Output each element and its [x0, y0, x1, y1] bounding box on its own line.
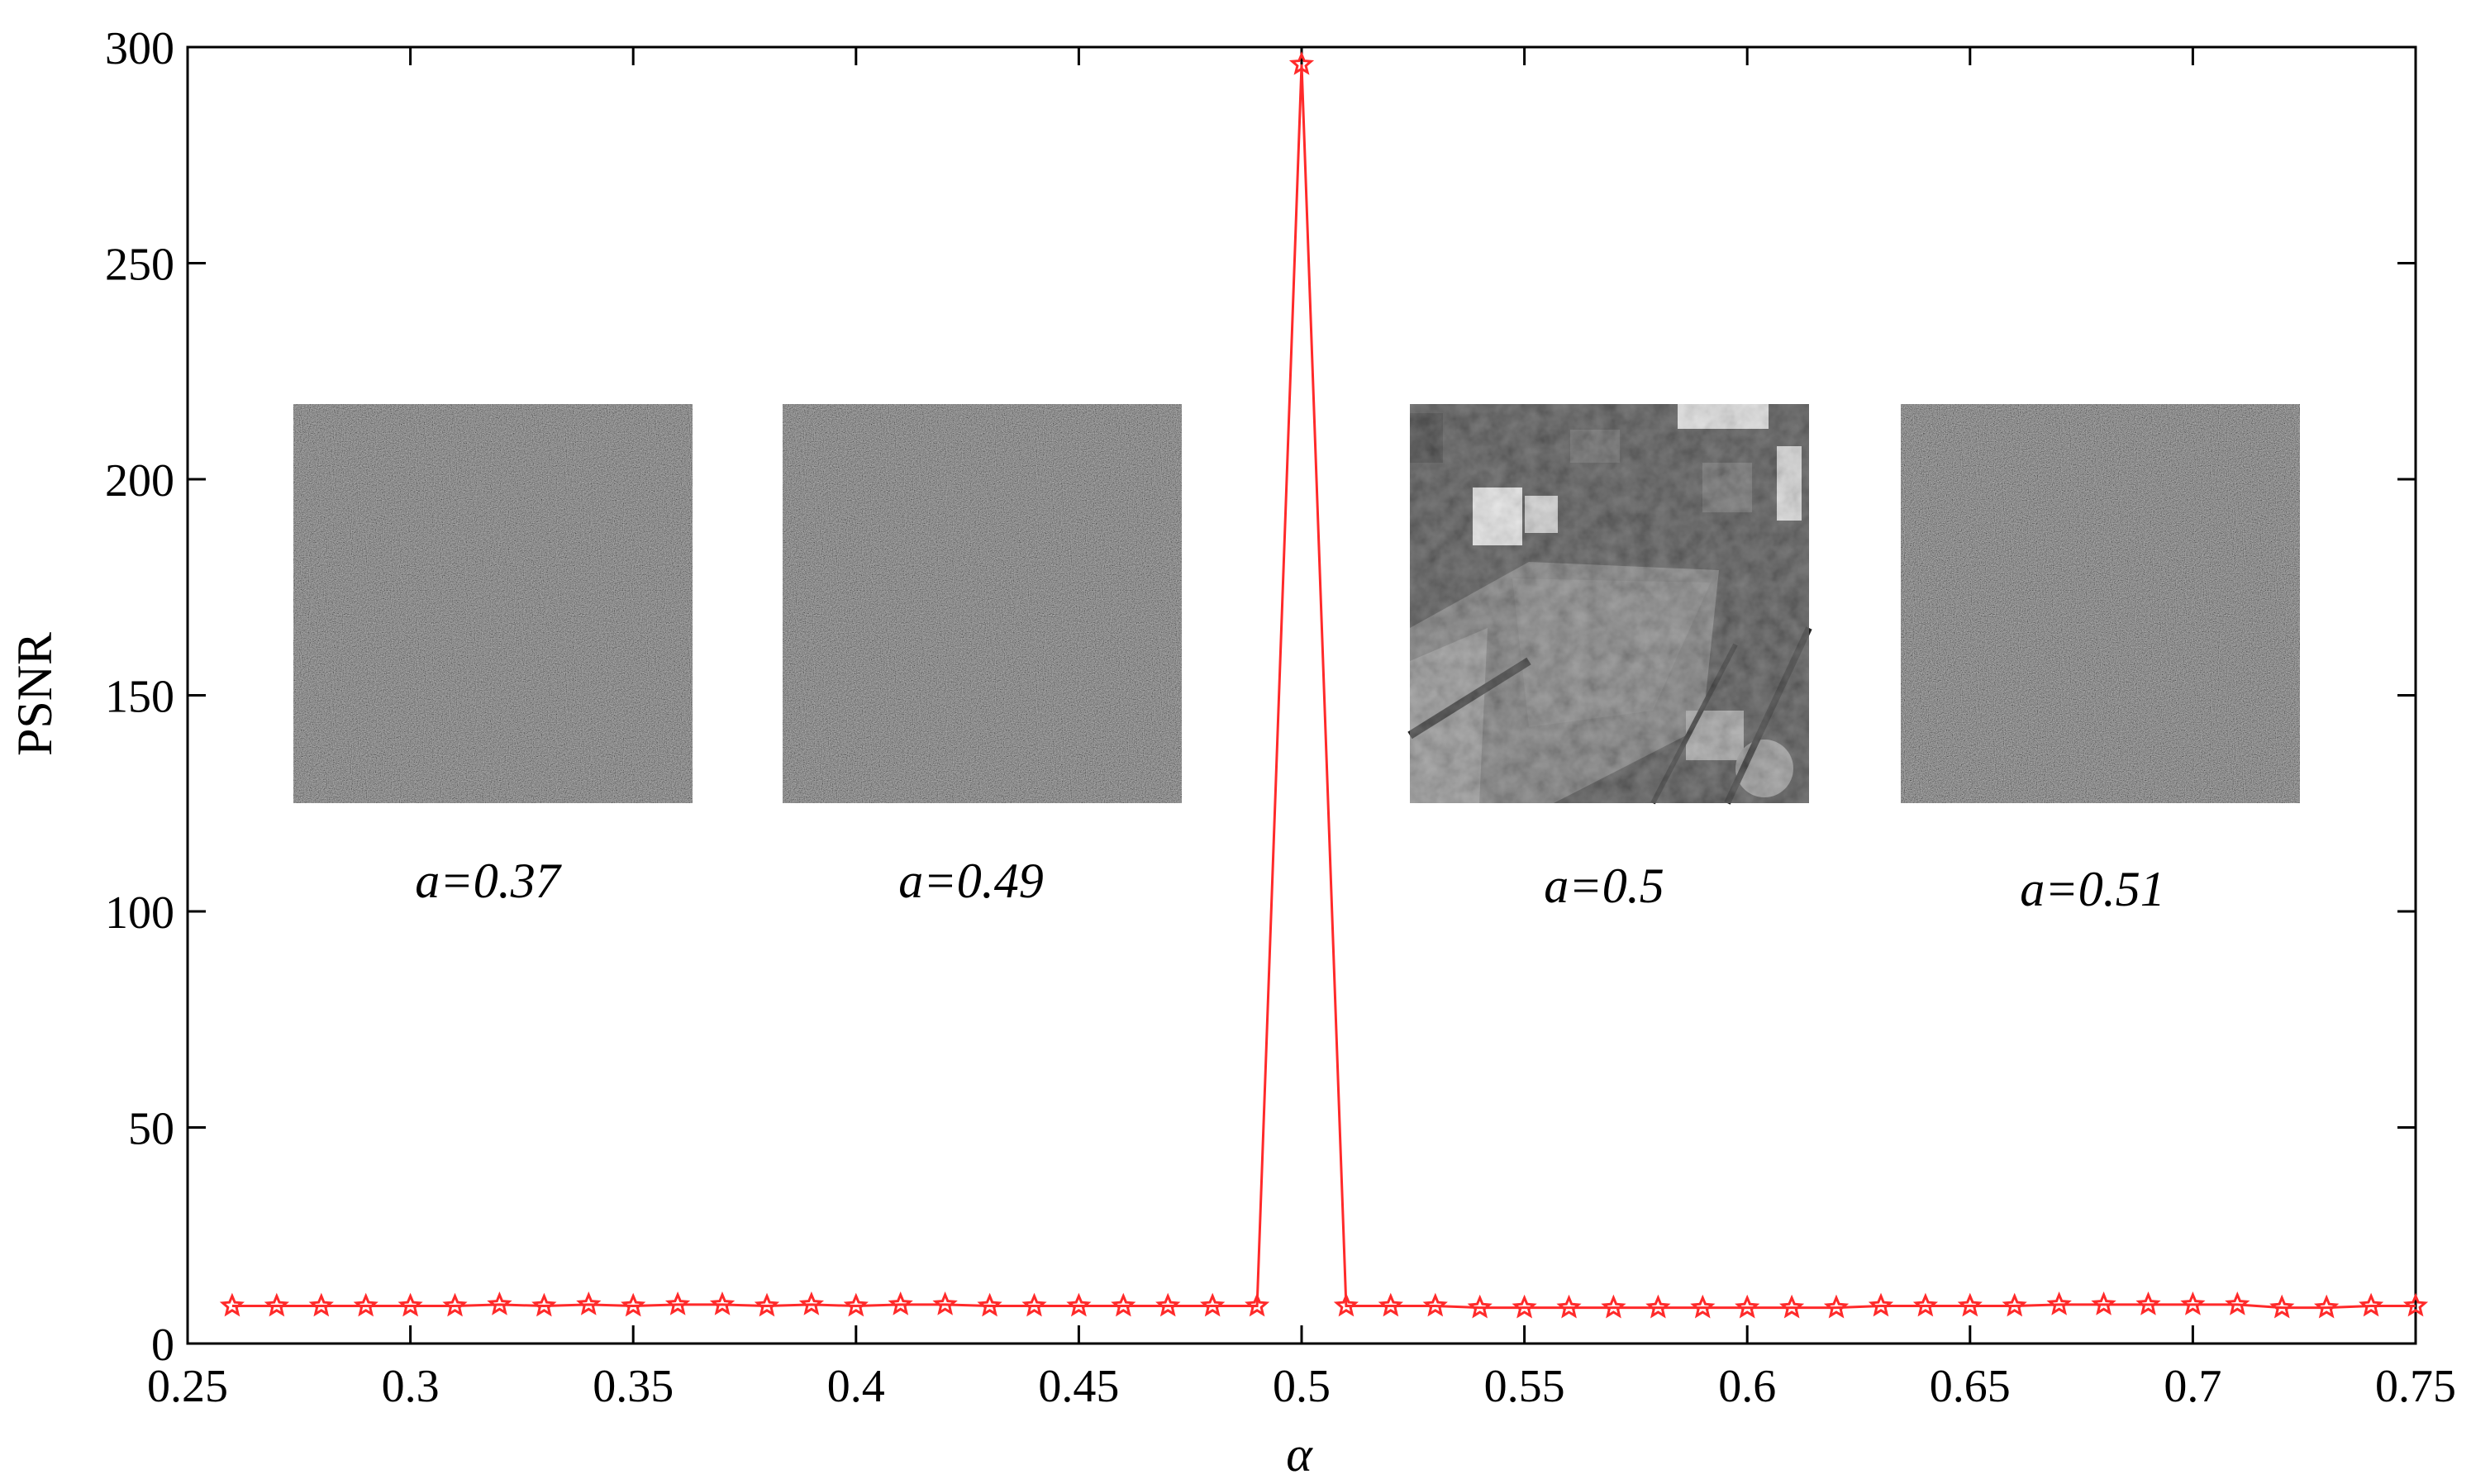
data-point-marker: [1333, 1292, 1359, 1317]
data-point-marker: [1467, 1294, 1493, 1319]
x-axis-label: α: [1286, 1427, 1313, 1482]
data-point-marker: [1111, 1292, 1136, 1317]
y-tick-label: 100: [105, 887, 174, 939]
data-point-marker: [2046, 1291, 2072, 1315]
data-point-marker: [1601, 1294, 1626, 1319]
data-point-marker: [531, 1292, 557, 1317]
inset-caption-05: a=0.5: [1544, 859, 1664, 913]
data-point-marker: [2091, 1291, 2116, 1315]
data-point-marker: [219, 1292, 245, 1317]
data-point-marker: [1957, 1292, 1983, 1317]
inset-caption-037: a=0.37: [415, 854, 562, 908]
data-point-marker: [664, 1291, 691, 1315]
data-point-marker: [2402, 1292, 2429, 1317]
data-point-marker: [398, 1292, 423, 1317]
data-point-marker: [709, 1291, 736, 1315]
data-point-marker: [1200, 1292, 1226, 1317]
data-point-marker: [442, 1292, 468, 1317]
tick-labels: 0.25 0.3 0.35 0.4 0.45 0.5 0.55 0.6 0.65 0.7 0.75 0…: [105, 23, 2456, 1412]
inset-noise-049: [783, 404, 1182, 803]
inset-caption-049: a=0.49: [898, 854, 1044, 908]
inset-noise-051: [1901, 404, 2300, 803]
y-tick-label: 150: [105, 672, 174, 723]
x-tick-label: 0.6: [1718, 1361, 1776, 1412]
data-point-marker: [2225, 1291, 2250, 1315]
data-point-marker: [1066, 1292, 1092, 1317]
data-point-marker: [1645, 1294, 1671, 1319]
x-tick-label: 0.75: [2375, 1361, 2456, 1412]
data-point-marker: [1912, 1292, 1938, 1317]
data-point-marker: [1288, 50, 1315, 75]
x-tick-label: 0.55: [1484, 1361, 1565, 1412]
y-tick-label: 250: [105, 240, 174, 291]
data-point-marker: [754, 1292, 780, 1317]
data-point-marker: [2002, 1292, 2027, 1317]
x-tick-label: 0.5: [1273, 1361, 1331, 1412]
y-tick-label: 200: [105, 455, 174, 507]
x-tick-label: 0.35: [593, 1361, 674, 1412]
data-point-marker: [977, 1292, 1002, 1317]
x-tick-label: 0.25: [147, 1361, 228, 1412]
data-point-marker: [798, 1291, 825, 1315]
data-point-marker: [353, 1292, 379, 1317]
data-point-marker: [1512, 1294, 1537, 1319]
data-point-marker: [1021, 1292, 1047, 1317]
data-point-marker: [2135, 1291, 2161, 1315]
data-point-marker: [1690, 1294, 1716, 1319]
data-point-marker: [308, 1292, 334, 1317]
y-axis-label: PSNR: [7, 632, 62, 756]
data-point-marker: [1422, 1292, 1448, 1317]
data-point-marker: [1155, 1292, 1181, 1317]
x-tick-label: 0.4: [827, 1361, 885, 1412]
data-point-marker: [932, 1291, 958, 1315]
data-point-marker: [1556, 1294, 1582, 1319]
data-point-marker: [576, 1291, 602, 1315]
y-tick-label: 50: [128, 1104, 174, 1155]
data-point-marker: [2180, 1291, 2206, 1315]
axis-ticks: [186, 45, 2417, 1345]
data-point-marker: [621, 1292, 646, 1317]
inset-caption-051: a=0.51: [2020, 862, 2165, 916]
data-point-marker: [843, 1292, 869, 1317]
psnr-series-markers: [219, 50, 2429, 1319]
data-point-marker: [2359, 1292, 2384, 1317]
data-point-marker: [888, 1291, 913, 1315]
x-tick-label: 0.7: [2164, 1361, 2221, 1412]
inset-noise-037: [293, 404, 693, 803]
data-point-marker: [1779, 1294, 1805, 1319]
inset-aerial-image: [1407, 404, 1812, 805]
data-point-marker: [1823, 1294, 1850, 1319]
data-point-marker: [264, 1292, 289, 1317]
y-tick-label: 300: [105, 23, 174, 74]
data-point-marker: [2269, 1294, 2295, 1319]
data-point-marker: [1378, 1292, 1403, 1317]
data-point-marker: [487, 1291, 512, 1315]
x-tick-label: 0.65: [1930, 1361, 2011, 1412]
x-tick-label: 0.45: [1038, 1361, 1119, 1412]
data-point-marker: [1868, 1292, 1894, 1317]
data-point-marker: [1245, 1292, 1270, 1317]
data-point-marker: [2314, 1294, 2340, 1319]
data-point-marker: [1735, 1294, 1760, 1319]
x-tick-label: 0.3: [382, 1361, 440, 1412]
y-tick-label: 0: [151, 1320, 174, 1371]
